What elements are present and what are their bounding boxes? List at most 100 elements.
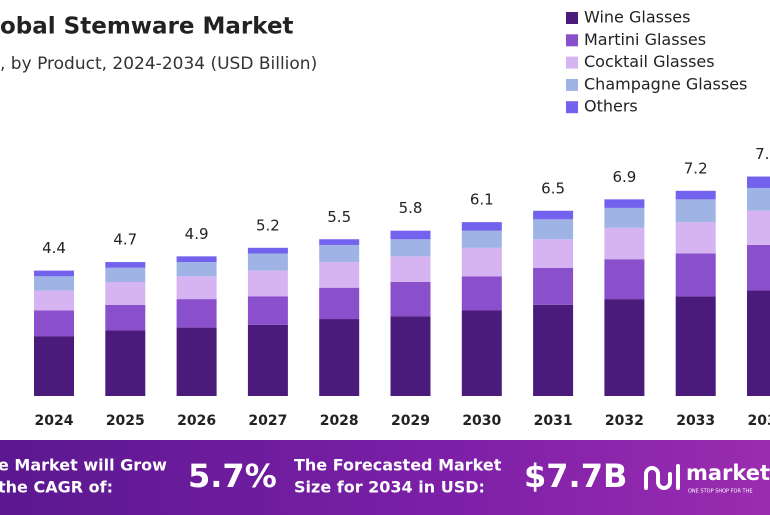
legend-swatch: [566, 78, 578, 91]
footer-band: [0, 440, 770, 515]
bar-segment: [105, 330, 146, 396]
bar-segment: [461, 276, 502, 311]
forecast-value: $7.7B: [524, 457, 627, 495]
x-tick-label: 2033: [676, 413, 715, 429]
total-label: 7.2: [684, 159, 708, 177]
bar-segment: [533, 239, 574, 268]
bar-segment: [34, 336, 74, 396]
x-tick-label: 2028: [320, 413, 359, 429]
total-label: 5.8: [399, 199, 423, 217]
x-tick-label: 2025: [106, 413, 145, 429]
forecast-text: Size for 2034 in USD:: [294, 478, 485, 497]
legend-swatch: [566, 101, 578, 114]
bar-segment: [675, 253, 716, 297]
x-tick-label: 2034: [748, 413, 770, 429]
bar-segment: [604, 207, 645, 228]
bar-segment: [533, 267, 574, 305]
legend: Wine Glasses Martini Glasses Cocktail Glas…: [566, 8, 747, 116]
x-tick-label: 2030: [462, 413, 501, 429]
bar-segment: [247, 324, 288, 396]
total-label: 5.5: [327, 208, 351, 226]
logo-icon: [644, 464, 680, 490]
bar-segment: [176, 327, 217, 396]
total-label: 6.1: [470, 191, 494, 209]
bar-segment: [176, 262, 217, 277]
chart-title: obal Stemware Market: [0, 14, 294, 40]
chart-subtitle: , by Product, 2024-2034 (USD Billion): [0, 54, 317, 74]
x-tick-label: 2026: [177, 413, 216, 429]
bar-segment: [390, 316, 431, 396]
bar-segment: [604, 299, 645, 396]
bar-segment: [747, 187, 770, 211]
bar-segment: [461, 310, 502, 396]
x-tick-label: 2024: [35, 413, 74, 429]
cagr-value: 5.7%: [188, 457, 277, 495]
bar-segment: [319, 287, 360, 320]
logo: market: [686, 461, 770, 485]
bar-segment: [390, 256, 431, 282]
bar-segment: [34, 290, 74, 311]
bar-segment: [247, 270, 288, 297]
bar-segment: [105, 262, 146, 268]
bar-segment: [319, 239, 360, 245]
total-label: 4.4: [42, 239, 66, 257]
legend-label: Wine Glasses: [584, 8, 690, 27]
total-label: 4.9: [185, 225, 209, 243]
bar-segment: [604, 259, 645, 300]
legend-label: Martini Glasses: [584, 30, 706, 49]
bar-segment: [176, 299, 217, 328]
cagr-text: e Market will Grow: [0, 456, 167, 475]
bars: 4.4 2024 4.7 2025 4.9 2026 5.2 2027 5.5 2028 5.8 20…: [34, 145, 770, 429]
bar-segment: [747, 244, 770, 291]
bar-segment: [105, 304, 146, 331]
bar-segment: [176, 276, 217, 300]
x-tick-label: 2031: [534, 413, 573, 429]
bar-segment: [461, 247, 502, 277]
bar-segment: [675, 199, 716, 223]
legend-label: Cocktail Glasses: [584, 52, 715, 71]
logo-tagline: ONE STOP SHOP FOR THE: [688, 489, 753, 495]
total-label: 6.5: [541, 179, 565, 197]
bar-segment: [533, 210, 574, 220]
bar-segment: [675, 190, 716, 200]
legend-swatch: [566, 34, 578, 47]
bar-segment: [675, 222, 716, 254]
cagr-text: the CAGR of:: [0, 478, 113, 497]
bar-segment: [604, 199, 645, 208]
bar-segment: [533, 219, 574, 240]
bar-segment: [34, 270, 74, 277]
bar-segment: [176, 256, 217, 263]
total-label: 6.9: [612, 168, 636, 186]
bar-segment: [247, 253, 288, 271]
bar-segment: [34, 276, 74, 291]
bar-segment: [105, 282, 146, 305]
bar-segment: [319, 262, 360, 288]
bar-segment: [747, 176, 770, 188]
bar-segment: [390, 239, 431, 257]
x-tick-label: 2029: [391, 413, 430, 429]
legend-label: Champagne Glasses: [584, 74, 747, 93]
bar-segment: [461, 222, 502, 231]
bar-segment: [247, 296, 288, 325]
total-label: 5.2: [256, 216, 280, 234]
bar-segment: [105, 267, 146, 282]
x-tick-label: 2032: [605, 413, 644, 429]
bar-segment: [604, 227, 645, 260]
bar-segment: [390, 230, 431, 240]
bar-segment: [34, 310, 74, 337]
legend-label: Others: [584, 97, 638, 116]
legend-swatch: [566, 56, 578, 69]
x-tick-label: 2027: [248, 413, 287, 429]
bar-segment: [319, 244, 360, 263]
bar-segment: [533, 304, 574, 396]
total-label: 4.7: [113, 231, 137, 249]
legend-swatch: [566, 12, 578, 24]
bar-segment: [319, 319, 360, 396]
bar-segment: [747, 210, 770, 245]
total-label: 7.7: [755, 145, 770, 163]
bar-segment: [247, 247, 288, 254]
bar-segment: [390, 282, 431, 317]
bar-segment: [675, 296, 716, 396]
bar-segment: [461, 230, 502, 248]
